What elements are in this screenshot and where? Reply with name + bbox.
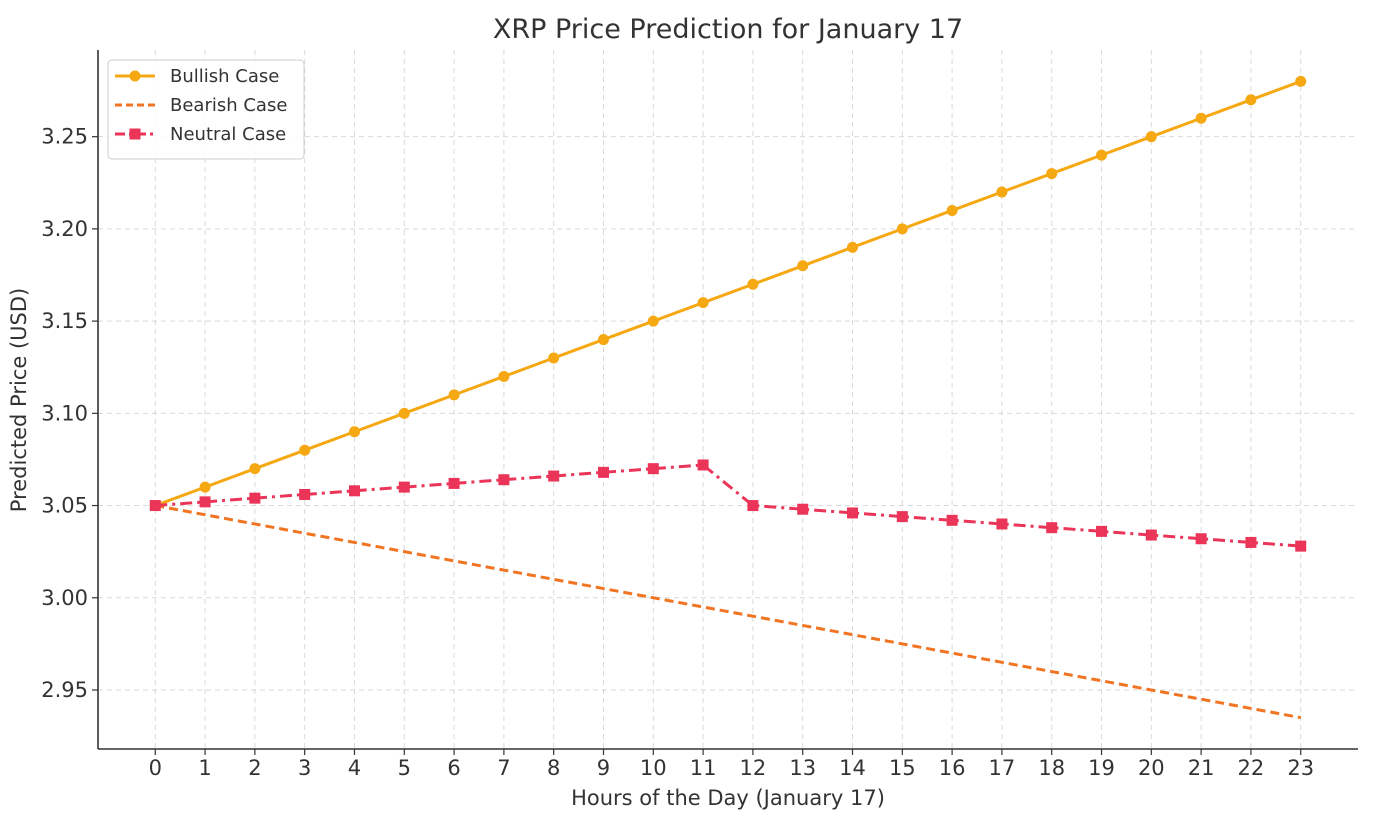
data-point — [498, 474, 510, 486]
x-tick-label: 17 — [989, 756, 1016, 780]
data-point — [697, 459, 709, 471]
data-point — [348, 485, 360, 497]
legend-marker — [129, 70, 141, 82]
axes: 0 1 2 3 4 5 6 7 8 9 10 11 12 13 14 15 16 17 18 19 20 21 22 232.… — [41, 50, 1358, 780]
grid — [98, 50, 1358, 749]
x-tick-label: 15 — [889, 756, 916, 780]
data-point — [548, 352, 560, 364]
data-point — [1195, 533, 1207, 545]
legend-label: Bullish Case — [170, 66, 279, 87]
series-line — [155, 463, 1301, 548]
legend: Bullish Case Bearish Case Neutral Case — [107, 59, 305, 160]
y-tick-label: 3.25 — [41, 125, 88, 149]
data-point — [348, 426, 360, 438]
series-neutral-case — [149, 459, 1307, 552]
y-tick-label: 3.10 — [41, 401, 88, 425]
data-point — [199, 481, 211, 493]
legend-box — [107, 59, 305, 160]
data-point — [697, 297, 709, 309]
y-tick-label: 3.15 — [41, 309, 88, 333]
data-point — [597, 334, 609, 346]
x-tick-label: 19 — [1088, 756, 1115, 780]
data-point — [1245, 536, 1257, 548]
data-point — [996, 186, 1008, 198]
data-point — [597, 466, 609, 478]
data-point — [1046, 168, 1058, 180]
series-bullish-case — [149, 75, 1307, 512]
y-tick-label: 2.95 — [41, 678, 88, 702]
data-point — [1295, 540, 1307, 552]
x-tick-label: 4 — [348, 756, 361, 780]
data-point — [797, 503, 809, 515]
y-tick-label: 3.05 — [41, 494, 88, 518]
x-tick-label: 10 — [640, 756, 667, 780]
legend-marker — [129, 128, 141, 140]
data-point — [448, 477, 460, 489]
data-point — [299, 488, 311, 500]
legend-label: Neutral Case — [170, 124, 286, 145]
series-layer — [149, 75, 1307, 720]
data-point — [398, 407, 410, 419]
data-point — [1046, 522, 1058, 534]
data-point — [747, 278, 759, 290]
data-point — [299, 444, 311, 456]
y-tick-label: 3.00 — [41, 586, 88, 610]
x-tick-label: 9 — [597, 756, 610, 780]
y-axis-label: Predicted Price (USD) — [7, 288, 31, 512]
x-tick-label: 12 — [740, 756, 767, 780]
data-point — [498, 370, 510, 382]
data-point — [199, 496, 211, 508]
data-point — [647, 315, 659, 327]
series-line — [154, 79, 1302, 507]
data-point — [448, 389, 460, 401]
data-point — [1096, 149, 1108, 161]
x-tick-label: 20 — [1138, 756, 1165, 780]
data-point — [1145, 131, 1157, 143]
data-point — [149, 500, 161, 512]
x-tick-label: 18 — [1038, 756, 1065, 780]
data-point — [1195, 112, 1207, 124]
x-tick-label: 0 — [149, 756, 162, 780]
chart-title: XRP Price Prediction for January 17 — [493, 14, 963, 45]
series-bearish-case — [154, 504, 1302, 720]
x-tick-label: 7 — [497, 756, 510, 780]
data-point — [249, 463, 261, 475]
data-point — [1245, 94, 1257, 106]
x-tick-label: 6 — [447, 756, 460, 780]
data-point — [1295, 75, 1307, 87]
y-tick-label: 3.20 — [41, 217, 88, 241]
data-point — [996, 518, 1008, 530]
data-point — [847, 241, 859, 253]
data-point — [398, 481, 410, 493]
x-tick-label: 16 — [939, 756, 966, 780]
data-point — [548, 470, 560, 482]
series-line — [154, 504, 1302, 720]
data-point — [946, 204, 958, 216]
x-tick-label: 21 — [1188, 756, 1215, 780]
data-point — [1096, 525, 1108, 537]
x-axis-label: Hours of the Day (January 17) — [571, 786, 885, 810]
data-point — [896, 511, 908, 523]
x-tick-label: 13 — [789, 756, 816, 780]
data-point — [946, 514, 958, 526]
data-point — [249, 492, 261, 504]
data-point — [847, 507, 859, 519]
legend-label: Bearish Case — [170, 95, 287, 116]
data-point — [896, 223, 908, 235]
x-tick-label: 1 — [198, 756, 211, 780]
data-point — [647, 463, 659, 475]
data-point — [797, 260, 809, 272]
x-tick-label: 23 — [1287, 756, 1314, 780]
x-tick-label: 11 — [690, 756, 717, 780]
x-tick-label: 3 — [298, 756, 311, 780]
x-tick-label: 5 — [398, 756, 411, 780]
data-point — [1145, 529, 1157, 541]
x-tick-label: 2 — [248, 756, 261, 780]
x-tick-label: 14 — [839, 756, 866, 780]
x-tick-label: 8 — [547, 756, 560, 780]
x-tick-label: 22 — [1238, 756, 1265, 780]
data-point — [747, 500, 759, 512]
